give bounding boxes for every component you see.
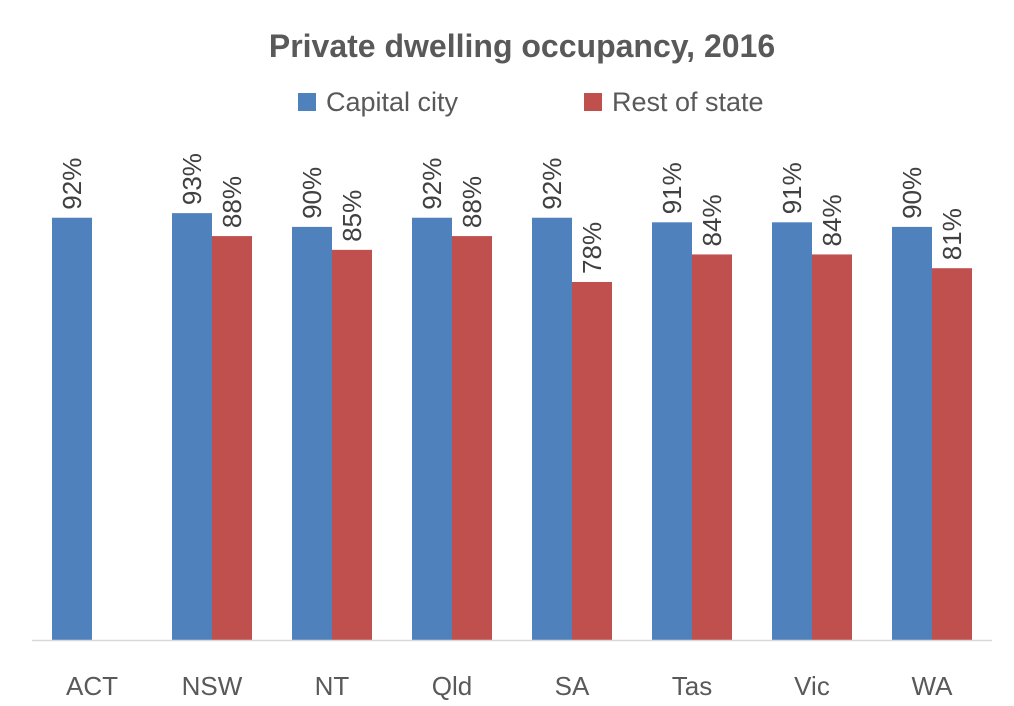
- bar-capital-city-wa: [892, 226, 932, 640]
- data-label: 90%: [897, 167, 927, 219]
- data-label: 78%: [577, 222, 607, 274]
- bar-rest-of-state-sa: [572, 281, 612, 640]
- data-label: 88%: [457, 176, 487, 228]
- bar-rest-of-state-wa: [932, 268, 972, 640]
- data-label: 85%: [337, 190, 367, 242]
- x-tick-label: NSW: [182, 671, 243, 701]
- bar-capital-city-sa: [532, 217, 572, 640]
- bar-rest-of-state-nt: [332, 249, 372, 640]
- x-tick-label: Tas: [672, 671, 712, 701]
- data-label: 84%: [817, 194, 847, 246]
- chart-title: Private dwelling occupancy, 2016: [269, 28, 775, 64]
- bar-rest-of-state-qld: [452, 236, 492, 640]
- bar-rest-of-state-vic: [812, 254, 852, 640]
- x-tick-label: ACT: [66, 671, 118, 701]
- x-axis-labels: ACT NSW NT Qld SA Tas Vic WA: [66, 671, 953, 701]
- data-label: 92%: [417, 158, 447, 210]
- data-label: 91%: [657, 162, 687, 214]
- bar-capital-city-qld: [412, 217, 452, 640]
- bar-rest-of-state-nsw: [212, 236, 252, 640]
- bar-rest-of-state-tas: [692, 254, 732, 640]
- plot-area: 92% 93% 88% 90% 85% 92% 88% 92% 78% 91% 84% 91% 84% 9…: [52, 153, 972, 640]
- data-label: 90%: [297, 167, 327, 219]
- bar-capital-city-act: [52, 217, 92, 640]
- data-label: 93%: [177, 153, 207, 205]
- bar-capital-city-nt: [292, 226, 332, 640]
- data-label: 92%: [537, 158, 567, 210]
- legend-swatch-rest-of-state: [584, 93, 602, 111]
- x-tick-label: WA: [912, 671, 954, 701]
- legend-swatch-capital-city: [298, 93, 316, 111]
- x-tick-label: Vic: [794, 671, 830, 701]
- legend-label-capital-city: Capital city: [326, 87, 459, 117]
- data-label: 91%: [777, 162, 807, 214]
- legend: Capital city Rest of state: [298, 87, 764, 117]
- data-label: 84%: [697, 194, 727, 246]
- data-label: 81%: [937, 208, 967, 260]
- data-label: 92%: [57, 158, 87, 210]
- bar-capital-city-vic: [772, 222, 812, 640]
- x-tick-label: Qld: [432, 671, 472, 701]
- x-tick-label: NT: [315, 671, 350, 701]
- bar-capital-city-nsw: [172, 213, 212, 640]
- bar-capital-city-tas: [652, 222, 692, 640]
- data-label: 88%: [217, 176, 247, 228]
- legend-label-rest-of-state: Rest of state: [612, 87, 764, 117]
- x-tick-label: SA: [555, 671, 590, 701]
